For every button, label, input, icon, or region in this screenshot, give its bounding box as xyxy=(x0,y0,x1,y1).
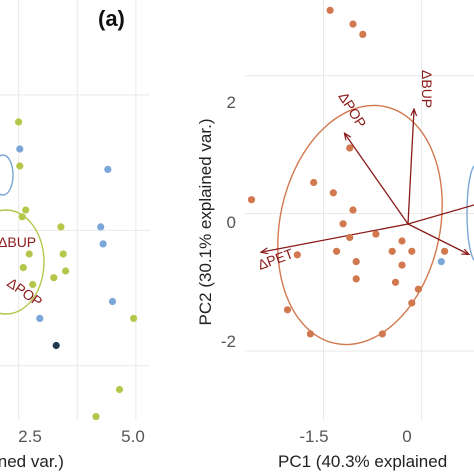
panel-a-ellipses xyxy=(0,154,45,315)
panel-1-point-s0-22 xyxy=(283,306,292,314)
panel-1-point-s0-10 xyxy=(333,247,341,255)
panel-a-x-tick-2.5: 2.5 xyxy=(18,427,42,446)
panel-a: ΔBUP ΔPOP (a) 2.5 5.0 ined var.) xyxy=(0,0,150,471)
panel-b-points xyxy=(247,6,449,338)
panel-0-point-s1-4 xyxy=(108,297,117,306)
panel-a-grid xyxy=(0,0,150,420)
panel-b: ΔBUP ΔPOP ΔPET 2 0 -2 -1.5 0 PC2 (30.1% … xyxy=(196,0,474,471)
panel-0-point-s0-12 xyxy=(50,274,58,282)
panel-0-point-s0-11 xyxy=(29,280,37,289)
panel-b-arrow-label-pop: ΔPOP xyxy=(335,89,369,130)
panel-0-point-s0-10 xyxy=(130,314,138,322)
panel-0-point-s0-13 xyxy=(19,264,27,272)
panel-a-ellipse-blue xyxy=(0,154,14,196)
panel-1-point-s0-20 xyxy=(414,285,422,293)
panel-b-x-tick-0.0: 0 xyxy=(402,427,411,446)
panel-b-x-axis-title: PC1 (40.3% explained xyxy=(278,452,447,471)
panel-1-point-s0-15 xyxy=(388,247,396,255)
panel-1-point-s0-24 xyxy=(378,330,386,338)
panel-1-point-s0-17 xyxy=(398,261,406,269)
panel-b-y-tick-neg2: -2 xyxy=(221,332,236,351)
panel-1-point-s0-18 xyxy=(352,275,360,283)
panel-0-point-s0-7 xyxy=(62,267,70,275)
panel-0-point-s0-2 xyxy=(22,206,30,214)
panel-b-arrow-right-1 xyxy=(407,204,474,225)
panel-1-point-s0-23 xyxy=(306,330,314,338)
panel-1-point-s0-4 xyxy=(310,178,318,187)
panel-b-grid xyxy=(245,0,474,420)
panel-1-point-s0-21 xyxy=(408,299,416,307)
panel-0-point-s1-2 xyxy=(97,223,105,231)
panel-1-point-s0-16 xyxy=(352,258,360,266)
panel-a-label: (a) xyxy=(98,6,125,31)
panel-b-ellipse-blue xyxy=(466,165,474,261)
panel-a-arrow-label-bup: ΔBUP xyxy=(0,234,36,250)
panel-b-ellipses xyxy=(277,104,474,346)
panel-b-arrow-right-2 xyxy=(407,223,468,254)
panel-1-point-s0-7 xyxy=(349,206,357,214)
panel-0-point-s1-5 xyxy=(36,314,44,322)
panel-1-point-s0-13 xyxy=(398,237,406,245)
panel-b-y-tick-2: 2 xyxy=(227,93,236,112)
panel-b-arrow-pet xyxy=(262,223,409,252)
panel-1-point-s0-11 xyxy=(293,251,301,259)
panel-1-point-s0-6 xyxy=(329,189,337,197)
panel-1-point-s0-12 xyxy=(372,230,380,238)
panel-b-x-tick-neg1.5: -1.5 xyxy=(299,427,328,446)
panel-b-ellipse-orange xyxy=(277,104,443,346)
panel-1-point-s0-14 xyxy=(408,247,416,255)
panel-1-point-s0-1 xyxy=(349,20,357,28)
panel-0-point-s1-0 xyxy=(16,145,24,153)
panel-0-point-s1-1 xyxy=(104,165,112,173)
panel-b-arrow-bup xyxy=(407,110,414,225)
panel-0-point-s0-9 xyxy=(115,385,124,394)
panel-1-point-s0-25 xyxy=(441,247,449,255)
panel-1-point-s0-9 xyxy=(346,233,354,242)
panel-1-point-s1-0 xyxy=(437,258,445,266)
panel-0-point-s0-3 xyxy=(18,213,26,221)
panel-b-arrow-label-bup: ΔBUP xyxy=(419,70,435,108)
panel-b-arrow-pop xyxy=(345,134,409,225)
panel-a-ellipse-green xyxy=(0,209,45,315)
panel-b-arrows: ΔBUP ΔPOP ΔPET xyxy=(256,70,474,273)
panel-1-point-s0-0 xyxy=(326,6,334,14)
panel-b-y-tick-0: 0 xyxy=(227,213,236,232)
panel-a-arrow-label-pop: ΔPOP xyxy=(4,274,45,309)
panel-0-point-s0-0 xyxy=(15,118,23,126)
panel-0-point-s0-1 xyxy=(16,162,24,170)
panel-0-point-s0-4 xyxy=(25,250,33,258)
panel-1-point-s0-2 xyxy=(359,30,367,38)
panel-a-x-axis-title: ined var.) xyxy=(0,452,64,471)
panel-a-arrows: ΔBUP ΔPOP xyxy=(0,234,45,310)
panel-b-y-axis-title: PC2 (30.1% explained var.) xyxy=(196,119,215,326)
panel-0-point-s0-6 xyxy=(59,250,67,258)
panel-0-point-s2-0 xyxy=(52,341,60,350)
panel-1-point-s0-5 xyxy=(247,196,256,204)
panel-1-point-s0-3 xyxy=(346,144,354,152)
panel-a-points xyxy=(15,118,138,421)
panel-1-point-s0-19 xyxy=(391,278,400,286)
panel-0-point-s0-8 xyxy=(92,413,100,421)
panel-a-x-tick-5.0: 5.0 xyxy=(121,427,145,446)
panel-0-point-s1-3 xyxy=(99,240,107,248)
panel-1-point-s0-8 xyxy=(339,220,347,228)
panel-0-point-s0-5 xyxy=(57,223,65,231)
